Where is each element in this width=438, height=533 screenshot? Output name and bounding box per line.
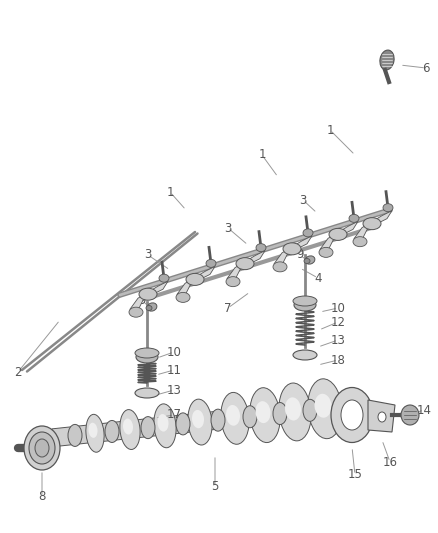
Ellipse shape bbox=[68, 424, 82, 447]
Text: 8: 8 bbox=[38, 490, 46, 504]
Ellipse shape bbox=[378, 412, 386, 422]
Text: 2: 2 bbox=[14, 366, 22, 378]
Ellipse shape bbox=[380, 50, 394, 70]
Polygon shape bbox=[177, 266, 215, 301]
Ellipse shape bbox=[255, 401, 271, 423]
Ellipse shape bbox=[24, 426, 60, 470]
Ellipse shape bbox=[136, 351, 158, 363]
Ellipse shape bbox=[120, 409, 140, 449]
Text: 1: 1 bbox=[166, 185, 174, 198]
Ellipse shape bbox=[135, 388, 159, 398]
Ellipse shape bbox=[188, 399, 212, 445]
Ellipse shape bbox=[285, 398, 301, 421]
Ellipse shape bbox=[139, 288, 157, 300]
Ellipse shape bbox=[176, 293, 190, 302]
Ellipse shape bbox=[35, 439, 49, 457]
Ellipse shape bbox=[349, 214, 359, 222]
Ellipse shape bbox=[305, 256, 315, 264]
Text: 9: 9 bbox=[296, 248, 304, 262]
Polygon shape bbox=[52, 396, 360, 447]
Ellipse shape bbox=[283, 243, 301, 255]
Ellipse shape bbox=[250, 387, 280, 442]
Text: 3: 3 bbox=[144, 248, 152, 262]
Text: 14: 14 bbox=[417, 403, 431, 416]
Polygon shape bbox=[227, 251, 265, 286]
Ellipse shape bbox=[159, 274, 169, 282]
Ellipse shape bbox=[147, 303, 157, 311]
Ellipse shape bbox=[105, 421, 119, 442]
Text: 16: 16 bbox=[382, 456, 398, 469]
Ellipse shape bbox=[319, 247, 333, 257]
Ellipse shape bbox=[129, 307, 143, 317]
Ellipse shape bbox=[236, 257, 254, 270]
Ellipse shape bbox=[303, 229, 313, 237]
Text: 3: 3 bbox=[299, 193, 307, 206]
Ellipse shape bbox=[88, 423, 98, 438]
Ellipse shape bbox=[314, 394, 332, 418]
Ellipse shape bbox=[273, 262, 287, 272]
Ellipse shape bbox=[29, 432, 55, 464]
Text: 17: 17 bbox=[166, 408, 181, 422]
Text: 6: 6 bbox=[422, 61, 430, 75]
Text: 15: 15 bbox=[348, 469, 362, 481]
Ellipse shape bbox=[135, 348, 159, 358]
Polygon shape bbox=[354, 211, 392, 246]
Ellipse shape bbox=[86, 414, 104, 452]
Text: 5: 5 bbox=[211, 481, 219, 494]
Ellipse shape bbox=[329, 228, 347, 240]
Ellipse shape bbox=[256, 244, 266, 252]
Text: 10: 10 bbox=[331, 302, 346, 314]
Ellipse shape bbox=[226, 405, 240, 426]
Text: 7: 7 bbox=[224, 302, 232, 314]
Text: 3: 3 bbox=[224, 222, 232, 235]
Ellipse shape bbox=[154, 404, 176, 448]
Ellipse shape bbox=[211, 409, 225, 431]
Ellipse shape bbox=[308, 379, 342, 439]
Ellipse shape bbox=[243, 406, 257, 428]
Polygon shape bbox=[130, 281, 168, 316]
Ellipse shape bbox=[192, 410, 204, 428]
Ellipse shape bbox=[401, 405, 419, 425]
Ellipse shape bbox=[335, 396, 349, 418]
Text: 10: 10 bbox=[166, 345, 181, 359]
Text: 1: 1 bbox=[258, 149, 266, 161]
Text: 12: 12 bbox=[331, 316, 346, 328]
Ellipse shape bbox=[146, 305, 152, 311]
Ellipse shape bbox=[293, 350, 317, 360]
Text: 4: 4 bbox=[314, 271, 322, 285]
Polygon shape bbox=[274, 236, 312, 271]
Ellipse shape bbox=[353, 237, 367, 247]
Ellipse shape bbox=[383, 204, 393, 212]
Polygon shape bbox=[320, 221, 358, 256]
Ellipse shape bbox=[363, 217, 381, 230]
Text: 11: 11 bbox=[166, 364, 181, 376]
Text: 13: 13 bbox=[166, 384, 181, 397]
Ellipse shape bbox=[221, 392, 249, 445]
Ellipse shape bbox=[294, 299, 316, 311]
Text: 9: 9 bbox=[138, 294, 146, 306]
Ellipse shape bbox=[158, 414, 169, 432]
Ellipse shape bbox=[141, 417, 155, 439]
Ellipse shape bbox=[293, 296, 317, 306]
Text: 1: 1 bbox=[326, 124, 334, 136]
Ellipse shape bbox=[304, 259, 310, 263]
Ellipse shape bbox=[206, 260, 216, 268]
Ellipse shape bbox=[279, 383, 311, 441]
Text: 18: 18 bbox=[331, 353, 346, 367]
Ellipse shape bbox=[273, 402, 287, 425]
Text: 13: 13 bbox=[331, 334, 346, 346]
Ellipse shape bbox=[176, 413, 190, 435]
Ellipse shape bbox=[226, 277, 240, 287]
Polygon shape bbox=[368, 400, 395, 432]
Ellipse shape bbox=[186, 273, 204, 285]
Ellipse shape bbox=[303, 399, 317, 421]
Ellipse shape bbox=[331, 387, 373, 442]
Ellipse shape bbox=[123, 418, 133, 434]
Ellipse shape bbox=[341, 400, 363, 430]
